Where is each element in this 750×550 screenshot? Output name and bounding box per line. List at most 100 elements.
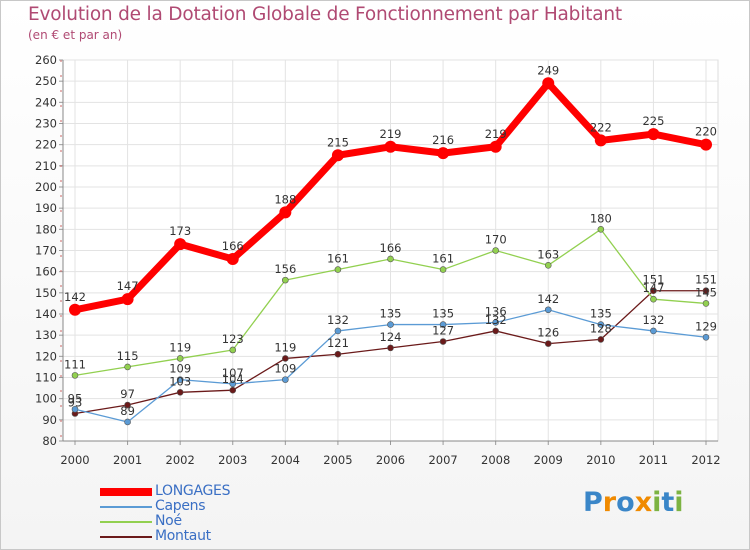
x-tick-label: 2000 bbox=[60, 453, 89, 467]
data-label: 123 bbox=[222, 332, 244, 346]
x-tick-label: 2008 bbox=[481, 453, 510, 467]
y-tick-label: 230 bbox=[35, 117, 57, 131]
data-point bbox=[282, 376, 289, 383]
y-tick-label: 170 bbox=[35, 244, 57, 258]
data-point bbox=[334, 266, 342, 273]
data-point bbox=[124, 363, 131, 371]
x-tick-label: 2002 bbox=[166, 453, 195, 467]
data-label: 170 bbox=[485, 233, 507, 247]
data-label: 147 bbox=[117, 279, 139, 293]
data-label: 180 bbox=[590, 211, 612, 225]
data-label: 166 bbox=[380, 241, 402, 255]
data-point bbox=[71, 372, 79, 379]
data-point bbox=[282, 276, 289, 284]
logo-letter: i bbox=[674, 487, 684, 518]
y-tick-label: 140 bbox=[35, 307, 57, 321]
data-point bbox=[176, 376, 184, 383]
data-label: 127 bbox=[432, 324, 454, 338]
legend-label: Capens bbox=[155, 498, 206, 514]
logo-letter: t bbox=[661, 487, 675, 518]
legend-label: Montaut bbox=[155, 528, 211, 544]
data-point bbox=[492, 327, 499, 335]
data-label: 132 bbox=[327, 313, 349, 327]
data-label: 93 bbox=[68, 395, 83, 409]
data-label: 132 bbox=[485, 313, 507, 327]
data-point bbox=[282, 355, 289, 362]
y-tick-label: 260 bbox=[35, 53, 57, 67]
x-tick-label: 2007 bbox=[428, 453, 457, 467]
proxiti-logo: Proxiti bbox=[583, 487, 684, 518]
data-label: 142 bbox=[64, 290, 86, 304]
data-label: 97 bbox=[120, 387, 135, 401]
data-point bbox=[492, 247, 499, 254]
data-point bbox=[597, 336, 605, 343]
x-tick-label: 2010 bbox=[586, 453, 615, 467]
data-point bbox=[121, 293, 134, 306]
data-point bbox=[176, 355, 184, 362]
x-tick-label: 2011 bbox=[639, 453, 668, 467]
data-label: 219 bbox=[485, 127, 507, 141]
data-point bbox=[124, 401, 131, 409]
data-label: 115 bbox=[117, 349, 139, 363]
data-point bbox=[124, 418, 131, 426]
legend-swatch bbox=[100, 536, 152, 538]
data-label: 220 bbox=[695, 125, 717, 139]
logo-letter: i bbox=[652, 487, 662, 518]
data-point bbox=[69, 303, 81, 316]
data-point bbox=[176, 389, 184, 396]
data-label: 147 bbox=[642, 281, 664, 295]
logo-letter: x bbox=[634, 487, 653, 518]
data-label: 161 bbox=[327, 252, 349, 266]
data-label: 156 bbox=[274, 262, 296, 276]
data-point bbox=[331, 149, 344, 162]
data-point bbox=[229, 380, 237, 388]
y-tick-label: 150 bbox=[35, 286, 57, 300]
data-point bbox=[387, 321, 394, 328]
y-tick-label: 130 bbox=[35, 328, 57, 342]
data-label: 216 bbox=[432, 133, 454, 147]
data-label: 222 bbox=[590, 120, 612, 134]
chart-title: Evolution de la Dotation Globale de Fonc… bbox=[28, 4, 622, 25]
data-point bbox=[334, 350, 342, 358]
data-label: 135 bbox=[432, 307, 454, 321]
x-tick-label: 2006 bbox=[376, 453, 405, 467]
data-point bbox=[71, 405, 79, 413]
data-label: 124 bbox=[380, 330, 402, 344]
data-point bbox=[597, 321, 605, 328]
data-label: 161 bbox=[432, 252, 454, 266]
data-label: 135 bbox=[590, 307, 612, 321]
data-point bbox=[334, 327, 342, 335]
y-tick-label: 240 bbox=[35, 95, 57, 109]
data-point bbox=[387, 255, 394, 263]
data-point bbox=[650, 287, 657, 295]
x-tick-label: 2004 bbox=[271, 453, 300, 467]
data-label: 163 bbox=[537, 247, 559, 261]
data-label: 104 bbox=[222, 372, 244, 386]
y-tick-label: 220 bbox=[35, 138, 57, 152]
data-point bbox=[702, 333, 710, 341]
legend-label: Noé bbox=[155, 513, 182, 529]
data-label: 109 bbox=[169, 362, 191, 376]
legend-label: LONGAGES bbox=[155, 483, 231, 499]
data-label: 142 bbox=[537, 292, 559, 306]
y-tick-label: 250 bbox=[35, 74, 57, 88]
data-point bbox=[597, 226, 605, 233]
data-point bbox=[544, 340, 552, 347]
data-point bbox=[492, 319, 499, 326]
logo-letter: r bbox=[602, 487, 617, 518]
data-point bbox=[647, 128, 660, 141]
data-label: 119 bbox=[169, 340, 191, 354]
data-label: 107 bbox=[222, 366, 244, 380]
x-tick-label: 2003 bbox=[218, 453, 247, 467]
y-tick-label: 200 bbox=[35, 180, 57, 194]
y-tick-label: 190 bbox=[35, 201, 57, 215]
data-point bbox=[700, 138, 712, 151]
y-tick-label: 160 bbox=[35, 265, 57, 279]
chart-subtitle: (en € et par an) bbox=[28, 28, 123, 42]
y-tick-label: 180 bbox=[35, 222, 57, 236]
data-point bbox=[542, 77, 555, 90]
data-point bbox=[226, 252, 239, 265]
data-point bbox=[702, 287, 710, 295]
data-point bbox=[489, 140, 502, 153]
